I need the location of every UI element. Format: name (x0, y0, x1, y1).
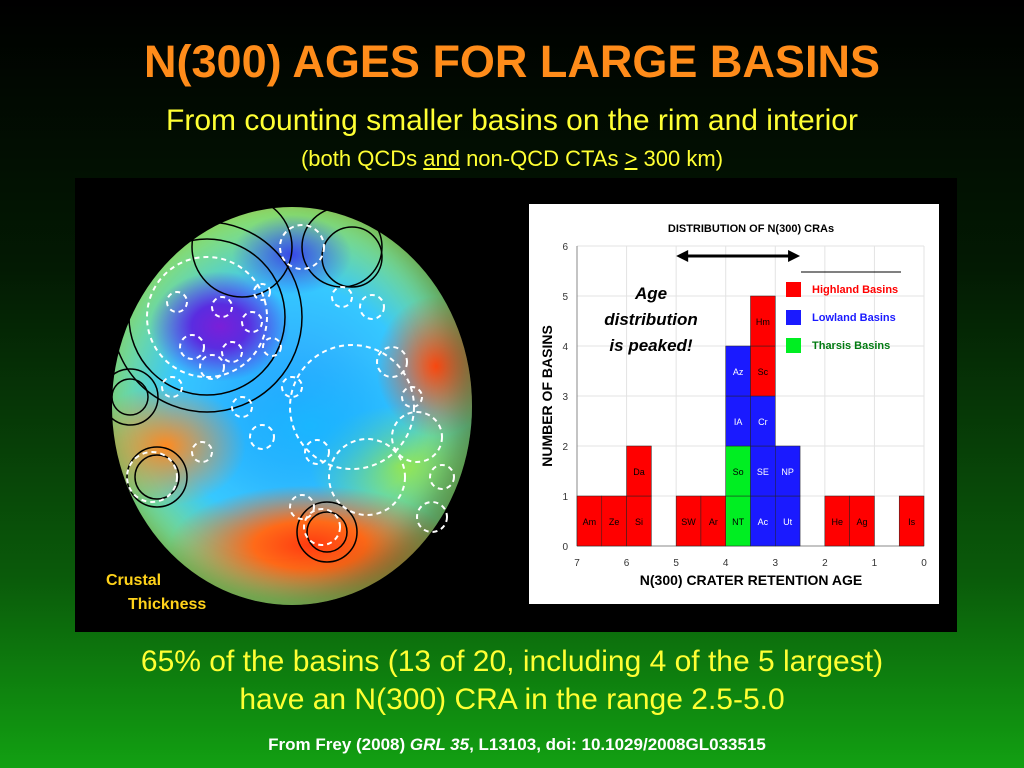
map-label-line2: Thickness (128, 596, 207, 613)
y-axis-label: NUMBER OF BASINS (539, 325, 555, 467)
y-tick-label: 4 (562, 342, 568, 353)
summary-line2: have an N(300) CRA in the range 2.5-5.0 (239, 683, 785, 716)
basin-label: Ar (709, 517, 718, 527)
crater-age-chart: Am Ze Si Da SW Ar NT So IA Az Ac SE Cr Sc Hm Ut NP He Ag Is… (539, 223, 927, 588)
legend-swatch (786, 310, 801, 325)
crustal-thickness-map (112, 207, 472, 605)
map-label-line1: Crustal (106, 572, 162, 589)
x-tick-label: 7 (574, 558, 580, 569)
y-tick-label: 6 (562, 242, 568, 253)
chart-title: DISTRIBUTION OF N(300) CRAs (668, 223, 834, 235)
summary-line1: 65% of the basins (13 of 20, including 4… (140, 645, 884, 678)
basin-label: Is (908, 517, 916, 527)
x-axis-label: N(300) CRATER RETENTION AGE (640, 572, 862, 588)
x-tick-label: 5 (673, 558, 679, 569)
basin-bar (725, 345, 751, 397)
basin-label: Ag (857, 517, 868, 527)
basin-bar (626, 445, 652, 497)
basin-bar (601, 495, 627, 547)
basin-bar (725, 395, 751, 447)
note-and: and (423, 146, 460, 171)
legend-swatch (786, 282, 801, 297)
basin-bar (675, 495, 702, 547)
annotation-text: distribution (604, 310, 697, 329)
basin-label: Ze (609, 517, 620, 527)
basin-label: Az (733, 367, 744, 377)
basin-label: He (831, 517, 843, 527)
x-tick-label: 2 (822, 558, 828, 569)
basin-label: NP (781, 467, 794, 477)
legend-swatch (786, 338, 801, 353)
x-tick-label: 4 (723, 558, 729, 569)
basin-label: SW (681, 517, 696, 527)
basin-label: Sc (758, 367, 769, 377)
x-tick-label: 3 (773, 558, 779, 569)
basin-bar (750, 295, 776, 347)
slide-note: (both QCDs and non-QCD CTAs > 300 km) (0, 146, 1024, 172)
note-mid: non-QCD CTAs (459, 146, 625, 171)
basin-bar (775, 445, 801, 497)
chart-container: Am Ze Si Da SW Ar NT So IA Az Ac SE Cr Sc Hm Ut NP He Ag Is… (529, 204, 939, 604)
basin-label: Ac (758, 517, 769, 527)
legend-label: Lowland Basins (812, 312, 896, 324)
basin-bar (775, 495, 801, 547)
x-tick-label: 1 (872, 558, 878, 569)
basin-label: NT (732, 517, 744, 527)
legend-label: Highland Basins (812, 284, 898, 296)
basin-bar (750, 495, 776, 547)
basin-label: SE (757, 467, 769, 477)
note-post: 300 km) (637, 146, 724, 171)
basin-label: IA (734, 417, 743, 427)
basin-outlines (112, 207, 455, 563)
basin-label: Hm (756, 317, 770, 327)
y-tick-label: 0 (562, 542, 568, 553)
basin-label: Am (583, 517, 597, 527)
y-tick-label: 1 (562, 492, 568, 503)
y-tick-label: 5 (562, 292, 568, 303)
legend-label: Tharsis Basins (812, 340, 890, 352)
basin-bar (849, 495, 875, 547)
citation-pre: From Frey (2008) (268, 735, 410, 754)
note-ge: > (624, 146, 638, 171)
annotation-text: is peaked! (609, 336, 692, 355)
slide-subtitle: From counting smaller basins on the rim … (166, 104, 858, 137)
annotation-text: Age (634, 284, 667, 303)
y-tick-label: 2 (562, 442, 568, 453)
citation-journal: GRL 35 (409, 735, 470, 754)
basin-bar (725, 445, 751, 497)
basin-bar (898, 495, 925, 547)
citation: From Frey (2008) GRL 35, L13103, doi: 10… (0, 735, 1024, 755)
note-pre: (both QCDs (300, 146, 424, 171)
basin-label: Cr (758, 417, 768, 427)
annotation-arrow-left-head (676, 250, 689, 262)
basin-bar (750, 445, 776, 497)
x-tick-label: 0 (921, 558, 927, 569)
x-tick-label: 6 (624, 558, 630, 569)
citation-post: , L13103, doi: 10.1029/2008GL033515 (469, 735, 766, 754)
slide-title: N(300) AGES FOR LARGE BASINS (144, 36, 880, 87)
basin-label: So (733, 467, 744, 477)
y-tick-label: 3 (562, 392, 568, 403)
basin-bar (626, 495, 652, 547)
annotation-arrow-right-head (788, 250, 801, 262)
basin-bar (700, 495, 726, 547)
basin-label: Da (633, 467, 645, 477)
basin-bar (750, 395, 776, 447)
basin-label: Ut (783, 517, 792, 527)
basin-bar (576, 495, 603, 547)
basin-label: Si (635, 517, 643, 527)
